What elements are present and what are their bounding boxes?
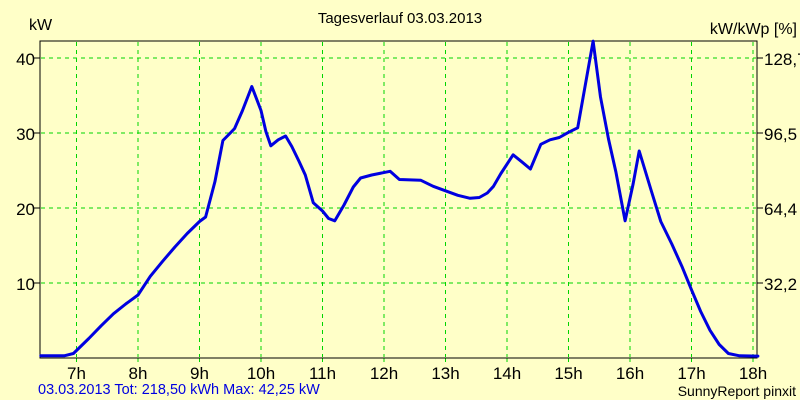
y-axis-label-right: kW/kWp [%]	[709, 21, 797, 38]
y-tick-label-left: 40	[16, 50, 35, 69]
x-tick-label: 10h	[247, 364, 275, 383]
x-tick-label: 11h	[309, 364, 336, 383]
footer-summary: 03.03.2013 Tot: 218,50 kWh Max: 42,25 kW	[38, 382, 320, 398]
y-tick-label-right: 128,7	[764, 50, 800, 69]
y-axis-label-left: kW	[29, 17, 53, 34]
x-tick-label: 9h	[190, 364, 209, 383]
plot-frame	[39, 40, 758, 359]
power-curve	[39, 39, 760, 358]
chart-title: Tagesverlauf 03.03.2013	[317, 10, 483, 27]
y-tick-label-right: 96,5	[764, 125, 797, 144]
y-tick-label-left: 10	[16, 275, 35, 294]
y-tick-label-left: 20	[16, 200, 35, 219]
x-tick-label: 17h	[677, 364, 705, 383]
x-tick-label: 12h	[370, 364, 398, 383]
x-tick-label: 15h	[554, 364, 582, 383]
y-tick-label-right: 64,4	[764, 200, 797, 219]
x-tick-label: 7h	[67, 364, 86, 383]
x-tick-label: 18h	[739, 364, 767, 383]
footer-brand: SunnyReport pinxit	[677, 383, 796, 399]
x-tick-label: 14h	[493, 364, 521, 383]
y-tick-label-left: 30	[16, 125, 35, 144]
x-tick-label: 8h	[129, 364, 148, 383]
x-tick-label: 16h	[616, 364, 644, 383]
x-tick-label: 13h	[431, 364, 459, 383]
y-tick-label-right: 32,2	[764, 275, 797, 294]
